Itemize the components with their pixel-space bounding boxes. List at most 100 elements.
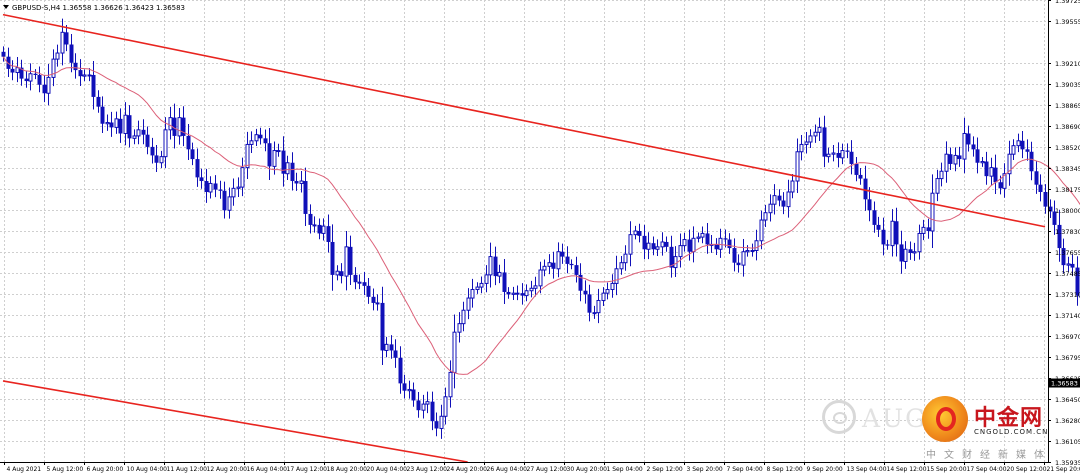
candle-body	[448, 371, 453, 398]
candle-body	[398, 357, 403, 384]
time-tick-label: 9 Sep 20:00	[807, 466, 843, 473]
candle-body	[240, 167, 245, 188]
candle-body	[1043, 191, 1048, 207]
watermark-letters: AUG	[862, 404, 928, 433]
candle-body	[700, 232, 705, 238]
candle-body	[1002, 173, 1007, 189]
candle-body	[569, 263, 574, 266]
candle-body	[817, 126, 822, 133]
candle-body	[1070, 263, 1075, 268]
candle-body	[691, 237, 696, 253]
candle-body	[651, 243, 656, 250]
candle-body	[208, 182, 213, 193]
candle-body	[899, 244, 904, 262]
candle-body	[596, 299, 601, 314]
candle-body	[204, 181, 209, 192]
candle-body	[33, 73, 38, 75]
candle-body	[894, 221, 899, 245]
candle-body	[858, 174, 863, 179]
candle-body	[466, 297, 471, 311]
candle-body	[948, 154, 953, 164]
symbol-dropdown-icon[interactable]	[3, 5, 9, 9]
candle-body	[732, 248, 737, 263]
candle-body	[1052, 211, 1057, 225]
candle-body	[312, 224, 317, 227]
time-tick-label: 27 Aug 12:00	[527, 466, 568, 473]
time-axis: 4 Aug 2021 5 Aug 12:00 6 Aug 20:00 10 Aug 0…	[4, 462, 1080, 473]
candle-body	[587, 294, 592, 313]
candle-body	[443, 396, 448, 417]
candle-body	[763, 212, 768, 221]
candle-body	[488, 256, 493, 276]
price-tick-label: 1.38865	[1055, 102, 1080, 110]
candle-body	[254, 134, 259, 142]
candle-body	[69, 44, 74, 63]
candle-body	[109, 122, 114, 128]
candle-body	[123, 114, 128, 134]
candle-body	[881, 229, 886, 245]
candle-body	[903, 248, 908, 262]
candle-body	[971, 144, 976, 150]
candle-body	[55, 52, 60, 60]
candle-body	[578, 274, 583, 291]
candle-body	[799, 143, 804, 153]
candle-body	[614, 268, 619, 284]
candle-body	[768, 203, 773, 214]
price-tick-label: 1.38345	[1055, 165, 1080, 173]
candle-body	[1016, 140, 1021, 147]
candle-body	[696, 236, 701, 239]
candle-body	[335, 270, 340, 276]
candle-body	[145, 134, 150, 147]
candle-body	[272, 150, 277, 167]
candle-body	[813, 131, 818, 137]
candle-body	[118, 118, 123, 134]
candle-body	[605, 289, 610, 294]
candle-body	[551, 262, 556, 269]
time-tick-label: 30 Aug 20:00	[567, 466, 608, 473]
candle-body	[402, 383, 407, 391]
candle-body	[357, 281, 362, 284]
candle-body	[411, 389, 416, 401]
candle-body	[457, 323, 462, 333]
moving-average-line	[2, 56, 1080, 375]
candle-body	[727, 239, 732, 249]
current-price-box	[1049, 378, 1080, 388]
candle-body	[583, 290, 588, 295]
candle-body	[276, 150, 281, 153]
candle-body	[497, 271, 502, 277]
candle-body	[393, 350, 398, 358]
channel-upper-line	[2, 13, 1046, 228]
candle-body	[935, 178, 940, 194]
candle-body	[664, 241, 669, 247]
time-tick-label: 15 Sep 20:00	[927, 466, 967, 473]
candle-body	[872, 210, 877, 225]
candle-body	[389, 344, 394, 351]
candle-body	[633, 230, 638, 236]
brand-logo-icon	[922, 396, 968, 442]
price-tick-label: 1.36280	[1055, 417, 1080, 425]
time-tick-label: 24 Aug 20:00	[447, 466, 488, 473]
candle-body	[344, 246, 349, 277]
candle-body	[926, 227, 931, 231]
candle-body	[687, 239, 692, 252]
time-tick-label: 17 Sep 04:00	[967, 466, 1007, 473]
candle-body	[592, 312, 597, 315]
candle-body	[975, 149, 980, 163]
candle-body	[831, 152, 836, 155]
candle-body	[154, 155, 159, 163]
candle-body	[601, 292, 606, 301]
time-tick-label: 6 Aug 20:00	[87, 466, 124, 473]
candle-body	[231, 187, 236, 198]
price-tick-label: 1.39035	[1055, 81, 1080, 89]
candle-body	[506, 291, 511, 295]
candle-body	[186, 135, 191, 150]
candle-body	[560, 251, 565, 257]
candle-body	[82, 74, 87, 77]
candle-body	[529, 287, 534, 292]
candle-body	[15, 67, 20, 74]
time-tick-label: 10 Aug 04:00	[127, 466, 168, 473]
candle-body	[91, 74, 96, 97]
candle-body	[1048, 206, 1053, 212]
